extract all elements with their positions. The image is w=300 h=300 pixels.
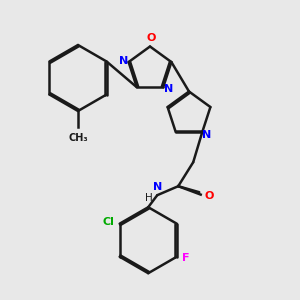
Text: N: N (164, 84, 173, 94)
Text: O: O (147, 33, 156, 43)
Text: CH₃: CH₃ (68, 133, 88, 142)
Text: N: N (118, 56, 128, 65)
Text: Cl: Cl (102, 217, 114, 227)
Text: N: N (153, 182, 162, 192)
Text: N: N (202, 130, 212, 140)
Text: F: F (182, 253, 190, 263)
Text: O: O (205, 191, 214, 201)
Text: H: H (145, 193, 153, 203)
